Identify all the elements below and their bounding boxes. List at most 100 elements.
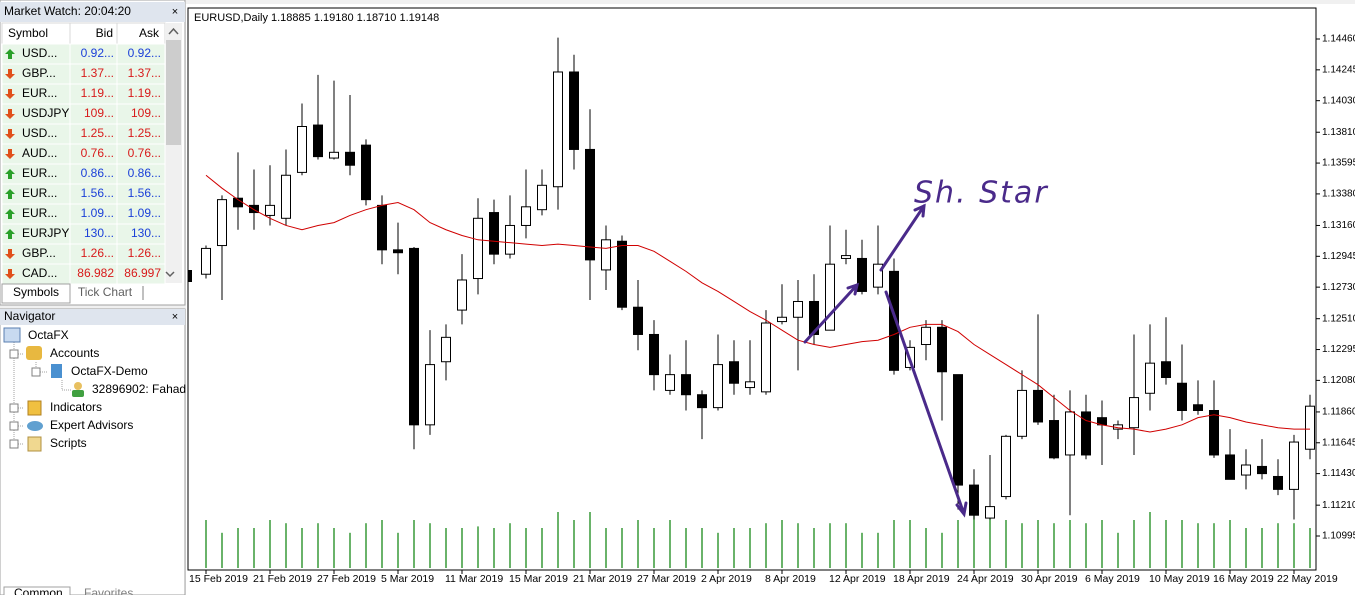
tree-item[interactable]: Expert Advisors (50, 418, 133, 432)
scroll-up[interactable] (168, 27, 179, 35)
candle-body (873, 263, 883, 288)
tab-label[interactable]: Common (14, 586, 63, 595)
candle-body (345, 151, 355, 166)
scroll-down[interactable] (165, 271, 175, 278)
candle-body (313, 124, 323, 158)
column-ask[interactable]: Ask (139, 26, 160, 40)
y-tick-label: 1.11860 (1322, 407, 1355, 418)
x-tick-label: 24 Apr 2019 (957, 573, 1014, 585)
candle-body (505, 224, 515, 255)
candle-body (1241, 464, 1251, 476)
x-tick-label: 21 Feb 2019 (253, 573, 312, 585)
bid: 0.86... (81, 166, 114, 180)
symbol: GBP... (22, 246, 56, 260)
y-tick-label: 1.12510 (1322, 313, 1355, 324)
x-tick-label: 6 May 2019 (1085, 573, 1140, 585)
scrollbar-thumb[interactable] (166, 40, 181, 145)
tab-symbols[interactable] (1, 283, 71, 304)
up-arrow (5, 229, 15, 239)
down-arrow (5, 269, 15, 279)
tab-label[interactable]: Favorites (84, 586, 133, 595)
up-arrow (5, 189, 15, 199)
ask: 0.76... (128, 146, 161, 160)
x-tick-label: 18 Apr 2019 (893, 573, 950, 585)
bid: 1.25... (81, 126, 114, 140)
candle-body (377, 204, 387, 251)
candle-body (841, 255, 851, 259)
y-tick-label: 1.13160 (1322, 220, 1355, 231)
expander[interactable] (31, 367, 41, 377)
ask: 1.25... (128, 126, 161, 140)
chart-frame (187, 7, 1317, 571)
market-watch-title: Market Watch: 20:04:20 (4, 4, 131, 18)
symbol: USD... (22, 46, 57, 60)
account-icon (51, 364, 62, 378)
chart-marker (188, 270, 192, 282)
column-symbol[interactable]: Symbol (8, 26, 48, 40)
accounts-icon (26, 346, 42, 360)
candle-body (1065, 411, 1075, 456)
candle-body (1129, 397, 1139, 429)
symbol: CAD... (22, 266, 57, 280)
tab-label[interactable]: Symbols (13, 285, 59, 299)
tree-item[interactable]: Indicators (50, 400, 102, 414)
x-tick-label: 5 Mar 2019 (381, 573, 434, 585)
candle-body (713, 364, 723, 409)
candle-body (809, 300, 819, 335)
close-button[interactable] (168, 4, 182, 18)
tree-item[interactable]: OctaFX (28, 328, 69, 342)
candle-body (361, 144, 371, 201)
expander[interactable] (9, 403, 19, 413)
y-tick-label: 1.12080 (1322, 375, 1355, 386)
symbol: EURJPY (22, 226, 69, 240)
tree-item[interactable]: OctaFX-Demo (71, 364, 148, 378)
ask: 0.92... (128, 46, 161, 60)
candle-body (1145, 362, 1155, 394)
up-arrow (5, 169, 15, 179)
close-icon[interactable]: × (172, 6, 178, 18)
x-tick-label: 15 Feb 2019 (189, 573, 248, 585)
bid: 0.76... (81, 146, 114, 160)
candle-body (281, 174, 291, 219)
tab-label[interactable]: Tick Chart (78, 285, 133, 299)
bid: 86.982 (77, 266, 114, 280)
x-tick-label: 27 Feb 2019 (317, 573, 376, 585)
candle-body (825, 263, 835, 331)
x-tick-label: 21 Mar 2019 (573, 573, 632, 585)
candle-body (889, 270, 899, 371)
tree-item[interactable]: Accounts (50, 346, 99, 360)
expander[interactable] (9, 421, 19, 431)
column-bid[interactable]: Bid (96, 26, 113, 40)
down-arrow (5, 109, 15, 119)
tree-item[interactable]: 32896902: Fahad (92, 382, 186, 396)
candle-body (777, 316, 787, 323)
symbol: EUR... (22, 166, 57, 180)
candle-body (985, 506, 995, 519)
candle-body (569, 71, 579, 150)
symbol: GBP... (22, 66, 56, 80)
up-arrow (5, 209, 15, 219)
expander[interactable] (9, 349, 19, 359)
tab-common[interactable] (3, 586, 71, 595)
candle-body (665, 374, 675, 391)
candle-body (249, 204, 259, 214)
symbol: USDJPY (22, 106, 69, 120)
tree-item[interactable]: Scripts (50, 436, 87, 450)
candle-body (601, 239, 611, 271)
symbol: AUD... (22, 146, 57, 160)
candle-body (649, 333, 659, 376)
user-icon-body (72, 390, 84, 397)
ask: 1.26... (128, 246, 161, 260)
candle-body (441, 336, 451, 363)
expander[interactable] (9, 439, 19, 449)
y-tick-label: 1.14460 (1322, 34, 1355, 45)
server-icon (3, 327, 21, 343)
symbol: EUR... (22, 86, 57, 100)
y-tick-label: 1.12730 (1322, 282, 1355, 293)
x-tick-label: 8 Apr 2019 (765, 573, 816, 585)
row[interactable] (1, 263, 166, 285)
close-icon[interactable]: × (172, 311, 178, 323)
down-arrow (5, 129, 15, 139)
candle-body (761, 322, 771, 393)
candle-body (1177, 382, 1187, 411)
